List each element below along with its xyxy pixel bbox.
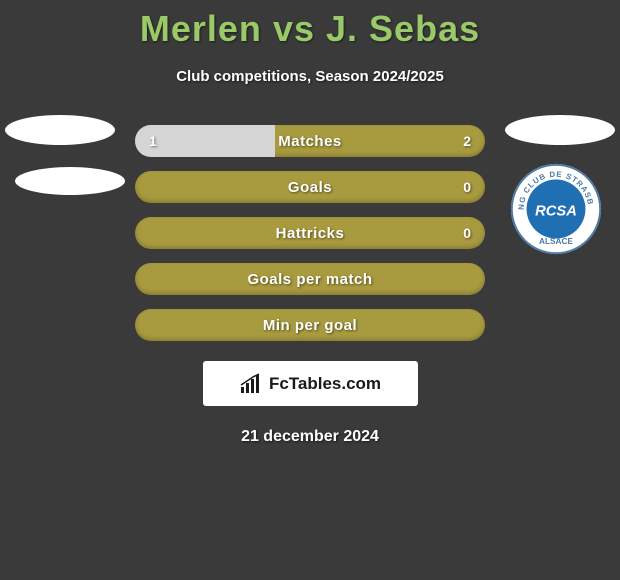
player1-badge-secondary [15, 167, 125, 195]
vs-text: vs [273, 8, 315, 49]
stat-right-value: 2 [463, 133, 471, 149]
svg-text:RCSA: RCSA [535, 203, 577, 219]
stat-label: Goals [288, 179, 332, 196]
player1-name: Merlen [140, 8, 262, 49]
player2-badge [505, 115, 615, 145]
subtitle: Club competitions, Season 2024/2025 [0, 68, 620, 85]
branding-text: FcTables.com [269, 374, 381, 394]
player2-name: J. Sebas [326, 8, 480, 49]
stat-right-value: 0 [463, 179, 471, 195]
stat-row-goals: Goals 0 [135, 171, 485, 203]
svg-text:ALSACE: ALSACE [539, 237, 573, 246]
stat-label: Hattricks [276, 225, 345, 242]
stat-row-hattricks: Hattricks 0 [135, 217, 485, 249]
stat-label: Goals per match [247, 271, 372, 288]
stat-label: Matches [278, 133, 342, 150]
stat-label: Min per goal [263, 317, 357, 334]
branding-box[interactable]: FcTables.com [203, 361, 418, 406]
stat-row-mpg: Min per goal [135, 309, 485, 341]
stats-zone: RACING CLUB DE STRASBOURG ALSACE RCSA 1 … [0, 125, 620, 446]
stat-right-value: 0 [463, 225, 471, 241]
comparison-title: Merlen vs J. Sebas [0, 0, 620, 50]
stat-row-matches: 1 Matches 2 [135, 125, 485, 157]
club-logo: RACING CLUB DE STRASBOURG ALSACE RCSA [510, 163, 602, 255]
stat-left-value: 1 [149, 133, 157, 149]
fctables-icon [239, 373, 265, 395]
player1-badge [5, 115, 115, 145]
snapshot-date: 21 december 2024 [0, 428, 620, 446]
stat-row-gpm: Goals per match [135, 263, 485, 295]
stat-bars: 1 Matches 2 Goals 0 Hattricks 0 Goals pe… [135, 125, 485, 341]
